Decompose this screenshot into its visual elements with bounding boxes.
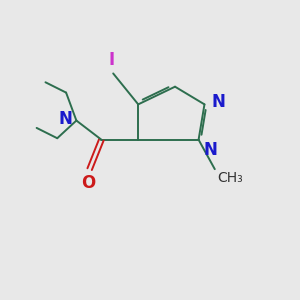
Text: CH₃: CH₃ — [218, 171, 244, 184]
Text: N: N — [212, 93, 226, 111]
Text: N: N — [58, 110, 72, 128]
Text: I: I — [109, 51, 115, 69]
Text: O: O — [81, 174, 95, 192]
Text: N: N — [204, 141, 218, 159]
